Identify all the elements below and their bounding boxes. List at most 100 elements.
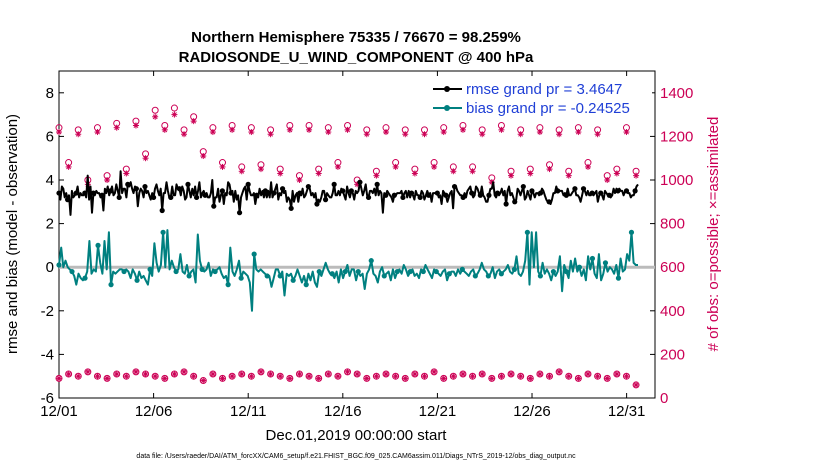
obs-assimilated-point <box>584 163 591 170</box>
obs-assimilated-point <box>527 170 534 177</box>
series-point-bias <box>433 268 439 275</box>
series-point-rmse <box>580 186 587 192</box>
series-point-rmse <box>176 186 182 192</box>
series-point-bias <box>563 268 570 275</box>
obs-assimilated-low-point <box>383 371 390 378</box>
obs-assimilated-low-point <box>354 371 361 378</box>
obs-assimilated-point <box>190 118 197 125</box>
obs-assimilated-stroke <box>354 371 360 377</box>
y-tick-right-label: 1400 <box>660 85 693 102</box>
series-point-rmse <box>486 192 492 198</box>
obs-assimilated-low-point <box>200 377 207 384</box>
series-point-rmse <box>555 188 561 194</box>
series-point-rmse <box>56 190 62 196</box>
series-point-rmse <box>159 207 165 214</box>
series-point-bias <box>238 275 244 281</box>
obs-assimilated-stroke <box>373 173 379 179</box>
obs-assimilated-stroke <box>133 369 139 375</box>
series-point-bias <box>446 271 452 277</box>
y-tick-right-label: 800 <box>660 216 685 233</box>
series-point-bias <box>394 268 400 275</box>
series-point-bias <box>602 260 609 266</box>
series-point-bias <box>537 273 543 279</box>
series-point-bias <box>264 273 270 279</box>
obs-possible-point <box>151 106 159 114</box>
series-point-bias <box>251 251 257 257</box>
obs-assimilated-stroke <box>470 168 476 174</box>
y-tick-right-label: 600 <box>660 259 685 276</box>
series-point-rmse <box>340 188 346 194</box>
obs-assimilated-stroke <box>229 373 235 379</box>
obs-assimilated-stroke <box>498 373 504 379</box>
series-layer <box>56 170 639 312</box>
y-tick-left-label: -2 <box>41 303 54 320</box>
x-axis-label: Dec.01,2019 00:00:00 start <box>266 427 448 444</box>
legend: rmse grand pr = 3.4647 bias grand pr = -… <box>430 76 652 117</box>
obs-assimilated-stroke <box>624 373 629 379</box>
y-tick-left-label: 4 <box>46 172 54 189</box>
obs-assimilated-stroke <box>633 382 639 388</box>
series-point-bias <box>212 268 218 275</box>
obs-assimilated-low-point <box>536 371 543 378</box>
obs-assimilated-point <box>383 129 390 136</box>
y-tick-right-label: 0 <box>660 390 668 407</box>
obs-assimilated-stroke <box>220 375 225 381</box>
y-tick-right-label: 1000 <box>660 172 693 189</box>
obs-assimilated-stroke <box>316 171 322 176</box>
obs-assimilated-stroke <box>191 118 197 124</box>
obs-assimilated-stroke <box>441 375 447 381</box>
obs-assimilated-point <box>200 153 207 160</box>
y-ticks-right: 0 200 400 600 800 1000 1200 1400 <box>650 85 693 407</box>
series-point-rmse <box>73 190 79 196</box>
series-point-rmse <box>443 192 449 198</box>
obs-assimilated-stroke <box>364 131 370 137</box>
series-point-rmse <box>219 188 225 194</box>
obs-assimilated-stroke <box>393 373 399 379</box>
obs-assimilated-low-point <box>623 373 630 380</box>
series-point-rmse <box>90 190 96 196</box>
obs-assimilated-point <box>219 163 226 170</box>
obs-assimilated-stroke <box>268 371 274 377</box>
obs-assimilated-point <box>450 168 457 175</box>
obs-assimilated-stroke <box>383 371 389 377</box>
obs-assimilated-stroke <box>595 131 601 137</box>
obs-assimilated-stroke <box>248 373 254 379</box>
obs-assimilated-low-point <box>315 375 322 382</box>
obs-assimilated-stroke <box>412 371 418 377</box>
obs-assimilated-stroke <box>441 129 447 135</box>
obs-assimilated-stroke <box>66 371 72 377</box>
series-point-rmse <box>322 197 329 203</box>
x-tick-label: 12/21 <box>419 403 457 420</box>
series-point-rmse <box>598 190 604 196</box>
series-point-rmse <box>615 188 621 194</box>
obs-assimilated-point <box>257 166 264 173</box>
obs-assimilated-low-point <box>373 373 380 380</box>
series-point-rmse <box>271 190 277 196</box>
y-axis-label-right: # of obs: o=possible; ×=assimilated <box>705 117 722 352</box>
obs-assimilated-stroke <box>498 127 504 133</box>
series-point-bias <box>147 266 153 272</box>
obs-assimilated-point <box>363 131 370 138</box>
series-point-rmse <box>451 183 458 190</box>
obs-assimilated-stroke <box>566 373 572 379</box>
series-point-rmse <box>374 181 380 187</box>
obs-assimilated-low-point <box>565 373 572 380</box>
x-tick-label: 12/26 <box>513 403 551 420</box>
series-point-rmse <box>133 186 139 192</box>
obs-assimilated-stroke <box>296 371 302 377</box>
series-point-bias <box>186 273 192 279</box>
obs-assimilated-stroke <box>123 171 129 176</box>
footnote: data file: /Users/raeder/DAI/ATM_forcXX/… <box>136 453 576 460</box>
obs-assimilated-low-point <box>296 371 303 378</box>
obs-assimilated-point <box>575 129 582 136</box>
obs-assimilated-stroke <box>527 171 533 176</box>
series-point-bias <box>69 268 75 275</box>
obs-assimilated-point <box>373 172 380 179</box>
obs-assimilated-point <box>94 129 101 136</box>
series-point-bias <box>628 229 635 235</box>
series-point-bias <box>459 266 465 272</box>
x-tick-label: 12/16 <box>324 403 362 420</box>
obs-assimilated-stroke <box>104 375 110 381</box>
obs-assimilated-point <box>132 122 139 129</box>
